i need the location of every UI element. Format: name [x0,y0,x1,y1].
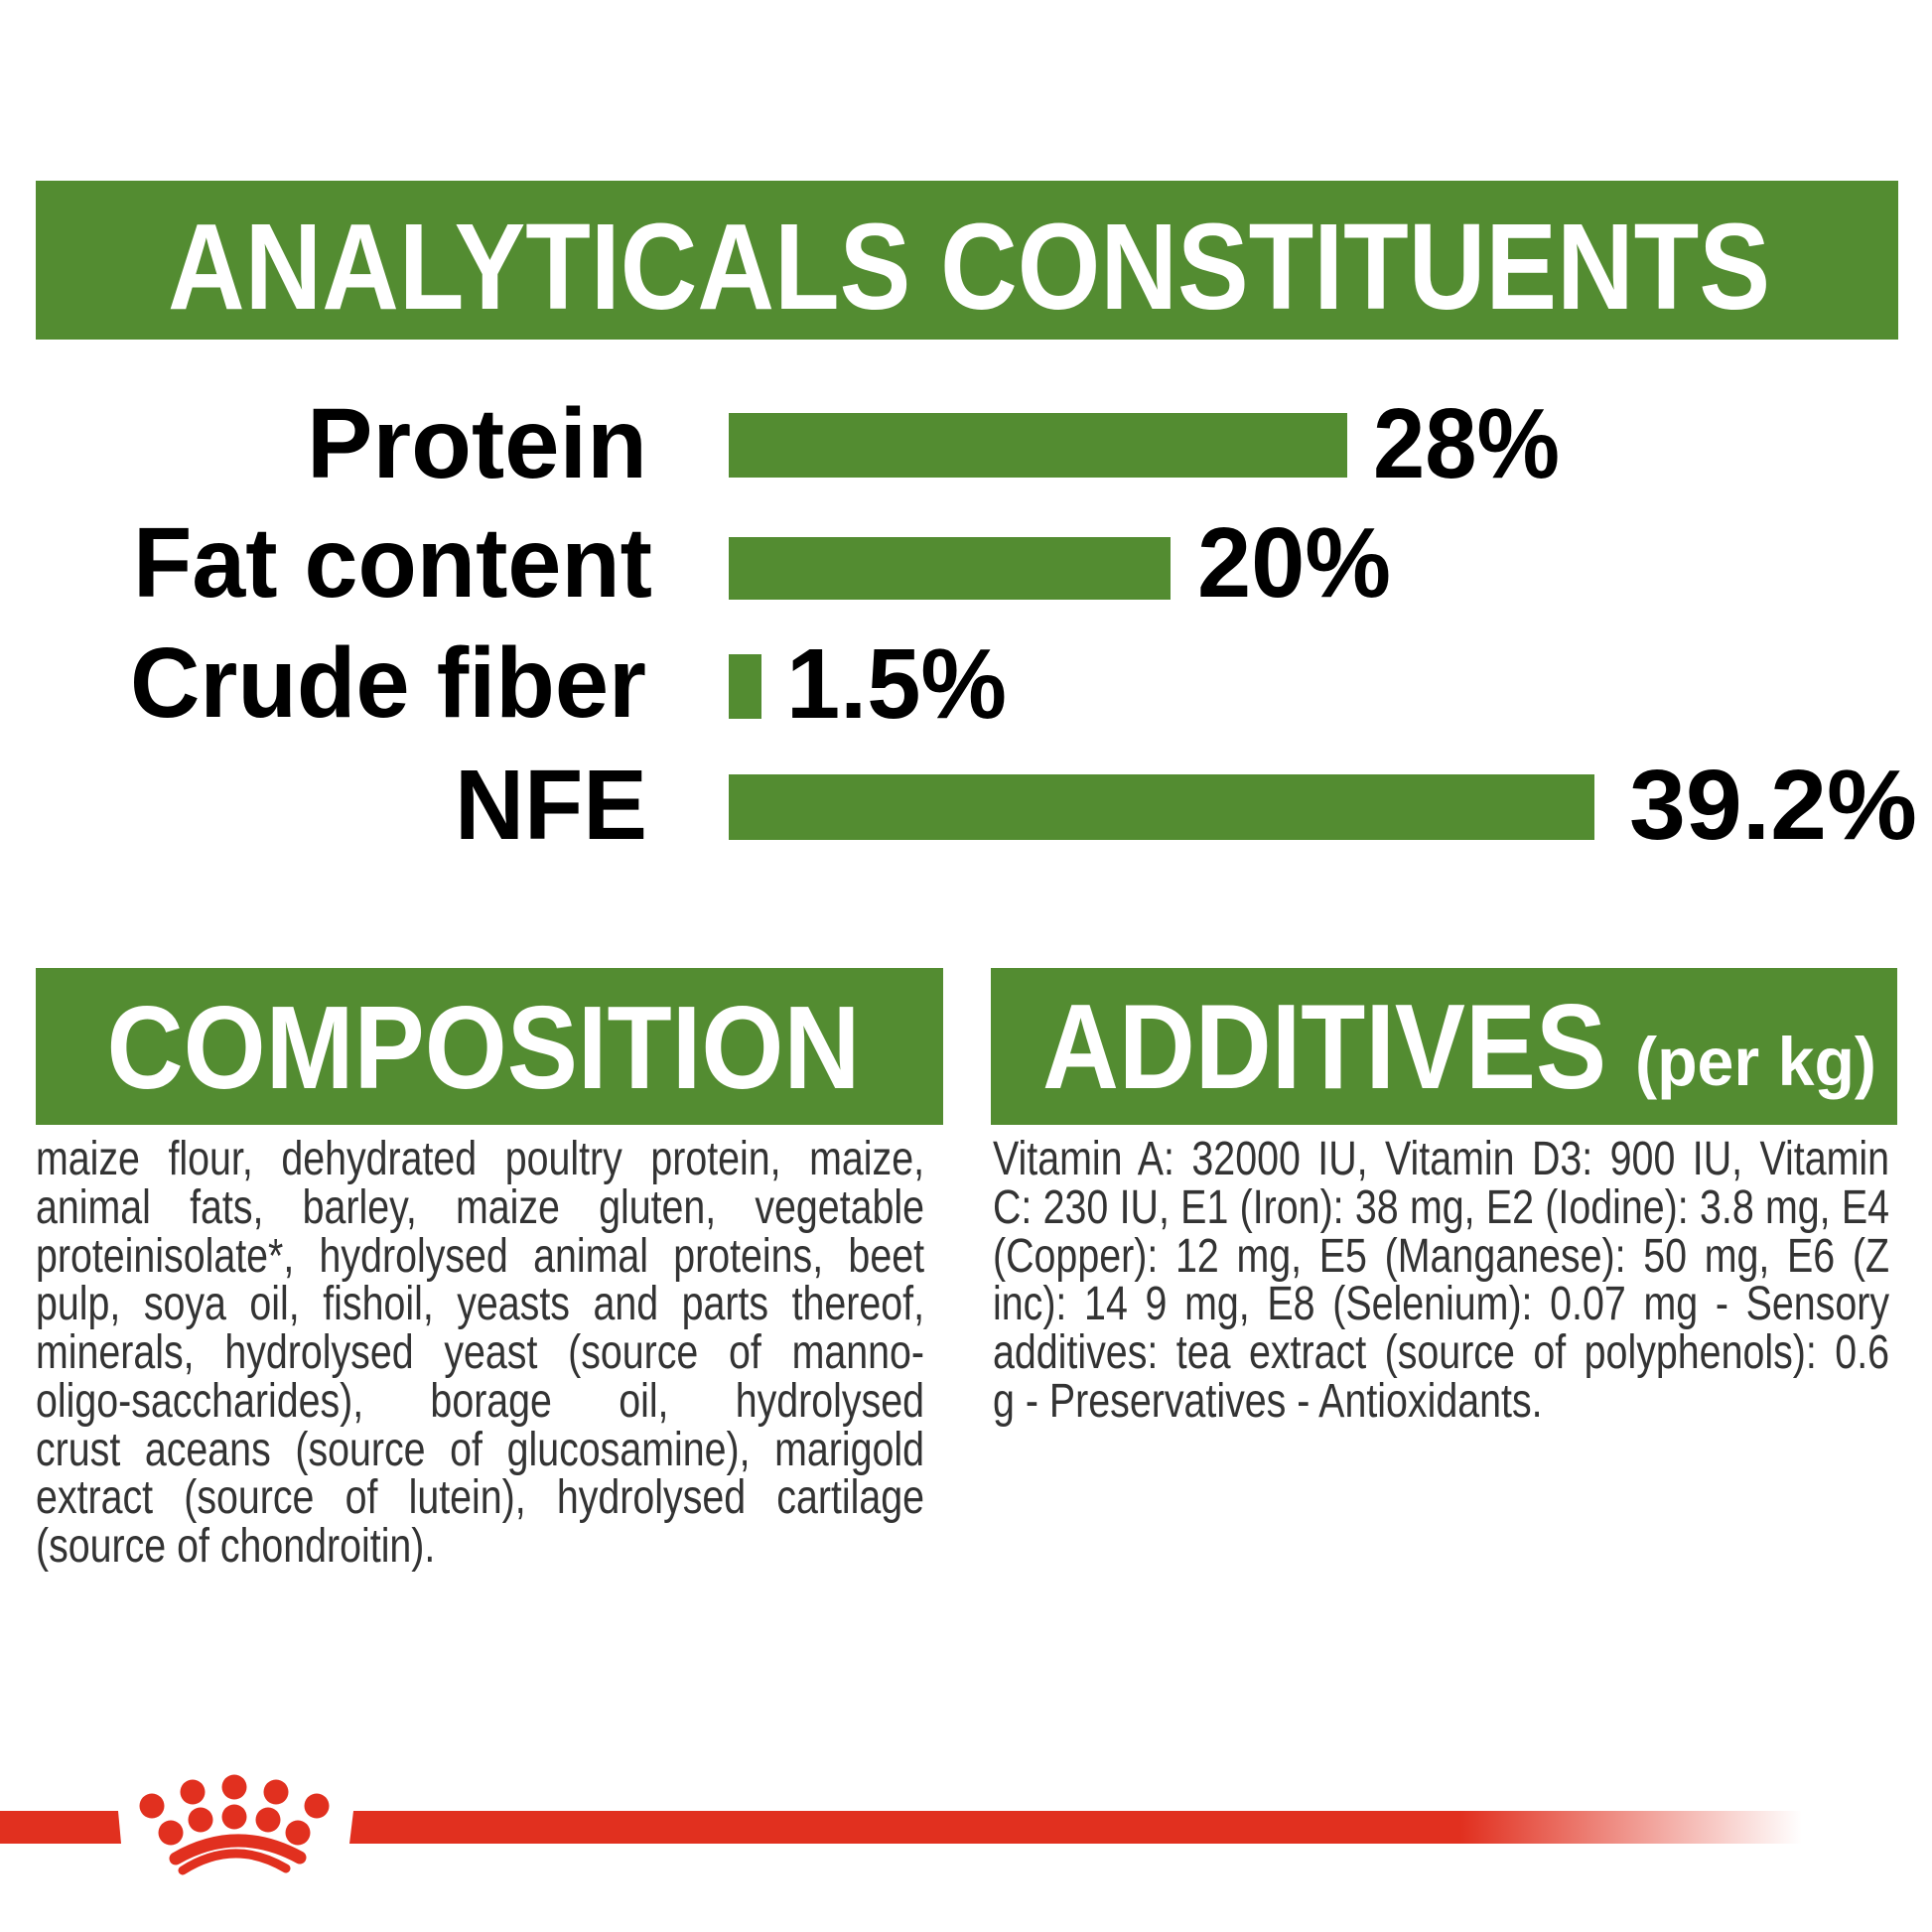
svg-text:ADDITIVES: ADDITIVES [1042,979,1606,1114]
svg-text:Protein: Protein [307,388,647,499]
svg-text:ANALYTICALS CONSTITUENTS: ANALYTICALS CONSTITUENTS [168,200,1770,336]
svg-text:Fat content: Fat content [133,507,652,619]
svg-text:NFE: NFE [455,750,647,861]
svg-text:(per kg): (per kg) [1635,1024,1876,1100]
svg-text:Crude fiber: Crude fiber [130,627,646,739]
svg-text:20%: 20% [1197,507,1391,619]
svg-text:COMPOSITION: COMPOSITION [107,982,861,1114]
svg-text:39.2%: 39.2% [1629,750,1917,861]
svg-text:1.5%: 1.5% [786,628,1007,740]
svg-text:28%: 28% [1373,388,1560,499]
